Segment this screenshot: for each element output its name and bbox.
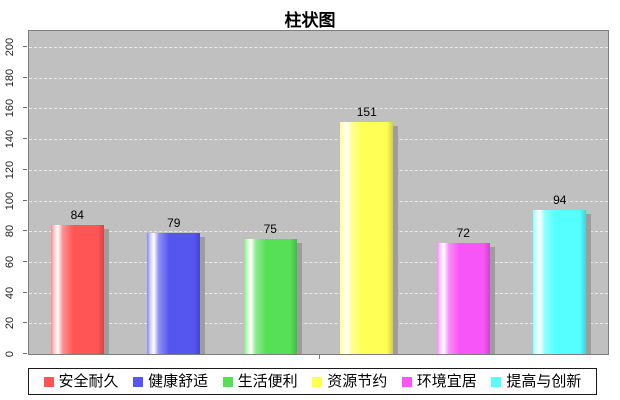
y-tick-mark-100	[23, 199, 27, 201]
bar-3[interactable]	[243, 239, 297, 354]
y-tick-mark-120	[23, 168, 27, 170]
y-tick-mark-180	[23, 76, 27, 78]
y-tick-mark-60	[23, 260, 27, 262]
legend-label: 资源节约	[327, 373, 388, 390]
bar-group-3: 75	[222, 31, 319, 354]
bar-value-label: 79	[167, 216, 181, 230]
y-tick-label-40: 40	[4, 286, 16, 299]
y-tick-mark-160	[23, 107, 27, 109]
y-tick-label-180: 180	[4, 68, 16, 87]
bar-group-2: 79	[126, 31, 223, 354]
x-axis-tick-mark	[319, 355, 320, 359]
gridline-160	[29, 108, 608, 110]
y-tick-mark-200	[23, 46, 27, 47]
y-tick-label-200: 200	[4, 37, 16, 57]
bar-6[interactable]	[533, 210, 587, 354]
gridline-120	[29, 169, 608, 171]
legend-swatch-icon	[43, 376, 54, 387]
y-tick-label-160: 160	[4, 99, 16, 118]
bar-value-label: 94	[553, 193, 567, 207]
gridline-100	[29, 200, 608, 202]
y-tick-label-140: 140	[4, 129, 16, 149]
bar-group-6: 94	[512, 31, 609, 354]
gridline-140	[29, 139, 608, 141]
gridline-180	[29, 77, 608, 79]
legend-swatch-icon	[133, 376, 144, 387]
legend-swatch-icon	[312, 376, 323, 387]
bar-value-label: 151	[356, 105, 377, 119]
bar-4[interactable]	[340, 122, 394, 354]
y-tick-label-80: 80	[4, 225, 16, 238]
y-tick-label-20: 20	[4, 317, 16, 330]
y-tick-label-100: 100	[4, 191, 16, 210]
legend-swatch-icon	[491, 376, 502, 387]
bar-group-4: 151	[319, 31, 416, 354]
y-tick-label-0: 0	[4, 350, 16, 358]
bar-value-label: 84	[70, 208, 84, 222]
plot-area: 84 79 75 151 72 94	[28, 30, 609, 355]
bars-row: 84 79 75 151 72 94	[29, 31, 608, 354]
y-axis: 0 20 40 60 80 100 120 140 160 180 200	[0, 30, 28, 357]
chart-title: 柱状图	[284, 11, 336, 30]
y-tick-mark-40	[23, 291, 27, 293]
bar-group-1: 84	[29, 31, 126, 354]
y-tick-mark-0	[23, 353, 27, 354]
legend-label: 提高与创新	[506, 373, 582, 390]
legend-label: 生活便利	[237, 373, 298, 390]
bar-value-label: 75	[263, 222, 277, 236]
legend-item-6[interactable]: 提高与创新	[491, 374, 581, 389]
gridline-200	[29, 47, 608, 48]
bar-5[interactable]	[436, 243, 490, 354]
y-tick-label-60: 60	[4, 255, 16, 269]
gridline-80	[29, 231, 608, 233]
legend-item-3[interactable]: 生活便利	[222, 373, 298, 390]
legend-item-4[interactable]: 资源节约	[312, 374, 387, 389]
legend-item-1[interactable]: 安全耐久	[43, 373, 119, 390]
bar-group-5: 72	[415, 31, 512, 354]
bar-1[interactable]	[50, 225, 104, 354]
legend-label: 环境宜居	[416, 373, 477, 390]
y-tick-mark-20	[23, 322, 27, 324]
y-tick-label-120: 120	[4, 160, 16, 179]
legend-swatch-icon	[401, 376, 412, 387]
legend-item-5[interactable]: 环境宜居	[401, 373, 477, 390]
legend-label: 安全耐久	[58, 373, 119, 390]
y-tick-mark-80	[23, 230, 27, 232]
gridline-60	[29, 261, 608, 263]
gridline-20	[29, 323, 608, 325]
bar-2[interactable]	[147, 233, 201, 354]
legend-label: 健康舒适	[148, 373, 209, 390]
gridline-40	[29, 292, 608, 294]
bar-value-label: 72	[456, 226, 470, 240]
legend: 安全耐久 健康舒适 生活便利 资源节约 环境宜居 提高与创新	[28, 368, 597, 395]
legend-item-2[interactable]: 健康舒适	[133, 374, 208, 389]
legend-swatch-icon	[222, 376, 233, 387]
y-tick-mark-140	[23, 138, 27, 140]
